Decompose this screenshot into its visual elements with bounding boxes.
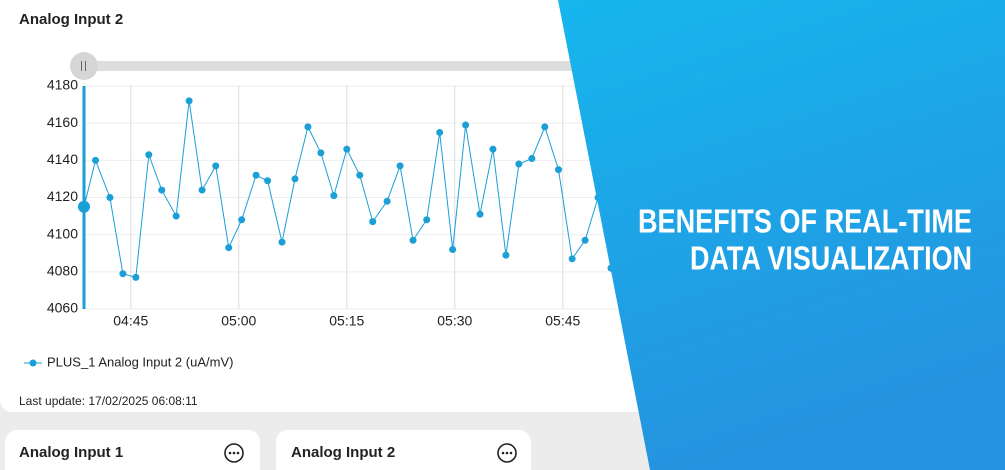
data-point: [252, 171, 260, 179]
y-tick-label: 4100: [47, 225, 78, 241]
y-tick-label: 4060: [47, 300, 78, 316]
card-title: Analog Input 2: [19, 11, 123, 28]
data-point: [581, 236, 589, 244]
data-point: [489, 145, 497, 153]
data-point: [396, 162, 404, 170]
data-point: [462, 121, 470, 129]
data-point: [317, 149, 325, 157]
data-point: [212, 162, 220, 170]
data-point: [343, 145, 351, 153]
y-tick-label: 4180: [47, 77, 78, 93]
data-point: [476, 210, 484, 218]
card-title: Analog Input 2: [291, 444, 395, 461]
y-tick-label: 4080: [47, 263, 78, 279]
data-point: [304, 123, 312, 131]
data-point: [172, 212, 180, 220]
slider-handle[interactable]: [70, 52, 98, 80]
range-slider[interactable]: [70, 61, 650, 71]
menu-button[interactable]: [224, 443, 244, 463]
data-point: [278, 238, 286, 246]
x-tick-label: 05:45: [545, 313, 580, 329]
data-point: [449, 246, 457, 254]
data-point: [198, 186, 206, 194]
y-tick-label: 4120: [47, 188, 78, 204]
card[interactable]: [276, 430, 531, 470]
data-point: [132, 273, 140, 281]
menu-button[interactable]: [497, 443, 517, 463]
data-point: [145, 151, 153, 159]
data-point: [515, 160, 523, 168]
x-tick-label: 05:30: [437, 313, 472, 329]
data-point: [158, 186, 166, 194]
card[interactable]: [5, 430, 260, 470]
data-point: [185, 97, 193, 105]
y-tick-label: 4160: [47, 114, 78, 130]
data-point: [119, 270, 127, 278]
data-point: [238, 216, 246, 224]
x-tick-label: 05:00: [221, 313, 256, 329]
data-point: [502, 251, 510, 259]
data-point: [78, 200, 90, 213]
banner-text: BENEFITS OF REAL-TIME: [638, 203, 972, 240]
legend-marker: [29, 359, 37, 367]
data-point: [330, 192, 338, 200]
data-point: [554, 166, 562, 174]
last-update: Last update: 17/02/2025 06:08:11: [19, 394, 198, 408]
banner-text: DATA VISUALIZATION: [690, 240, 972, 277]
data-point: [568, 255, 576, 263]
chart: 4060 4080 4100 4120 4140 4160 4180 04:45 05:00 05…: [19, 77, 650, 408]
legend-label: PLUS_1 Analog Input 2 (uA/mV): [47, 354, 233, 369]
data-point: [423, 216, 431, 224]
x-tick-label: 04:45: [113, 313, 148, 329]
data-point: [225, 244, 233, 252]
data-point: [92, 156, 100, 164]
data-point: [356, 171, 364, 179]
data-point: [383, 197, 391, 205]
data-point: [264, 177, 272, 185]
data-point: [369, 218, 377, 226]
data-point: [291, 175, 299, 183]
y-tick-label: 4140: [47, 151, 78, 167]
banner: [558, 0, 1005, 470]
card-title: Analog Input 1: [19, 444, 123, 461]
data-point: [436, 128, 444, 136]
x-tick-label: 05:15: [329, 313, 364, 329]
data-point: [409, 236, 417, 244]
data-point: [528, 154, 536, 162]
data-point: [106, 194, 114, 201]
data-point: [541, 123, 549, 131]
